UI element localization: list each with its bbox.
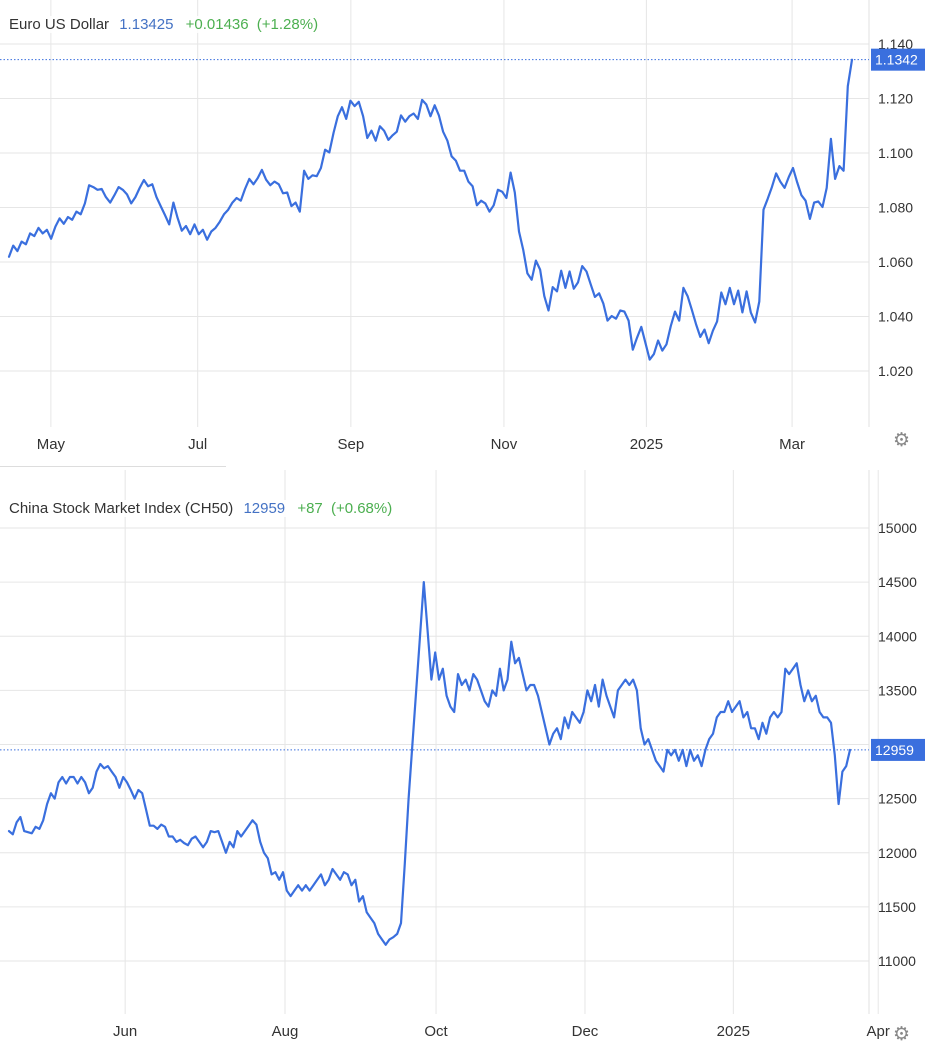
eurusd-x-tick-label: Sep xyxy=(338,436,365,453)
eurusd-price-tag: 1.1342 xyxy=(871,48,925,71)
eurusd-change: +0.01436 xyxy=(185,16,249,33)
eurusd-x-tick-label: Jul xyxy=(188,436,207,453)
ch50-y-tick-label: 11000 xyxy=(878,953,916,969)
gear-icon[interactable]: ⚙ xyxy=(893,430,911,451)
ch50-title: China Stock Market Index (CH50) xyxy=(9,500,234,517)
eurusd-series-line xyxy=(7,58,854,361)
panel-divider xyxy=(0,466,226,467)
ch50-x-tick-label: Apr xyxy=(867,1023,890,1040)
ch50-y-tick-label: 12500 xyxy=(878,791,917,807)
ch50-x-tick-label: 2025 xyxy=(717,1023,750,1040)
ch50-y-tick-label: 12000 xyxy=(878,845,917,861)
ch50-change: +87 xyxy=(297,500,323,517)
eurusd-y-tick-label: 1.140 xyxy=(878,36,913,52)
ch50-y-tick-label: 11500 xyxy=(878,899,916,915)
ch50-y-tick-label: 14500 xyxy=(878,574,917,590)
ch50-series-line xyxy=(7,580,852,946)
ch50-last-price: 12959 xyxy=(243,500,286,517)
eurusd-y-tick-label: 1.080 xyxy=(878,200,913,216)
eurusd-x-tick-label: Mar xyxy=(779,436,805,453)
eurusd-chart[interactable]: 1.140 1.120 1.100 1.080 1.060 1.040 1.020 May Ju… xyxy=(0,0,925,462)
ch50-x-tick-label: Jun xyxy=(113,1023,137,1040)
ch50-y-tick-label: 14000 xyxy=(878,628,917,644)
eurusd-price-tag-label: 1.1342 xyxy=(875,52,918,68)
eurusd-chart-panel: 1.140 1.120 1.100 1.080 1.060 1.040 1.020 May Ju… xyxy=(0,0,925,462)
ch50-price-tag: 12959 xyxy=(871,738,925,761)
eurusd-x-tick-label: Nov xyxy=(491,436,518,453)
eurusd-header: Euro US Dollar 1.13425 +0.01436 (+1.28%) xyxy=(9,16,323,33)
eurusd-y-tick-label: 1.020 xyxy=(878,363,913,379)
ch50-x-tick-label: Aug xyxy=(272,1023,299,1040)
eurusd-y-tick-label: 1.100 xyxy=(878,145,913,161)
ch50-chart-panel: 15000 14500 14000 13500 12500 12000 11500 11000… xyxy=(0,470,925,1056)
eurusd-x-tick-label: May xyxy=(37,436,66,453)
eurusd-x-tick-label: 2025 xyxy=(630,436,663,453)
eurusd-last-price: 1.13425 xyxy=(119,16,174,33)
ch50-header: China Stock Market Index (CH50) 12959 +8… xyxy=(9,500,397,517)
ch50-y-tick-label: 13500 xyxy=(878,682,917,698)
ch50-x-tick-label: Oct xyxy=(424,1023,448,1040)
gear-icon[interactable]: ⚙ xyxy=(893,1024,911,1045)
ch50-change-pct: (+0.68%) xyxy=(330,500,393,517)
ch50-chart[interactable]: 15000 14500 14000 13500 12500 12000 11500 11000… xyxy=(0,470,925,1056)
ch50-y-tick-label: 15000 xyxy=(878,520,917,536)
ch50-x-tick-label: Dec xyxy=(572,1023,599,1040)
eurusd-title: Euro US Dollar xyxy=(9,16,110,33)
eurusd-y-tick-label: 1.060 xyxy=(878,254,913,270)
ch50-price-tag-label: 12959 xyxy=(875,742,914,758)
eurusd-y-tick-label: 1.040 xyxy=(878,309,913,325)
eurusd-change-pct: (+1.28%) xyxy=(256,16,319,33)
eurusd-y-tick-label: 1.120 xyxy=(878,91,913,107)
